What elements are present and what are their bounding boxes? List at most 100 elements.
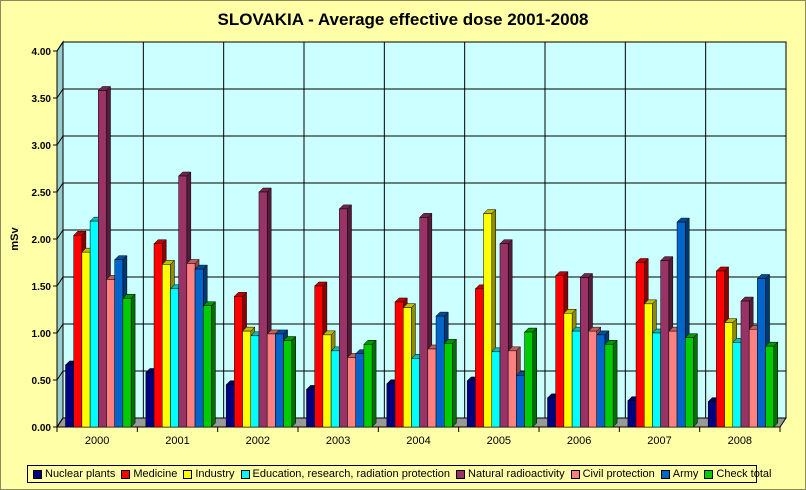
- bar: [266, 333, 276, 428]
- bar: [170, 288, 179, 428]
- bar: [491, 351, 501, 428]
- bar: [411, 358, 420, 428]
- bar: [81, 251, 91, 428]
- y-axis-label: mSv: [9, 227, 21, 251]
- bar: [98, 90, 107, 428]
- bar: [153, 243, 163, 428]
- legend-label: Education, research, radiation protectio…: [252, 468, 451, 480]
- x-tick-label: 2000: [85, 435, 109, 447]
- bar-side: [773, 341, 779, 428]
- bar: [571, 330, 581, 428]
- bar: [652, 332, 661, 428]
- legend-swatch: [121, 469, 131, 479]
- chart-legend: Nuclear plants Medicine Industry Education,…: [27, 465, 771, 483]
- bar: [435, 315, 445, 428]
- bar: [547, 397, 556, 428]
- bar: [225, 384, 235, 428]
- legend-item: Army: [660, 468, 698, 480]
- bar: [250, 335, 260, 428]
- bar: [660, 260, 670, 428]
- bar: [394, 301, 404, 428]
- bar: [724, 322, 734, 428]
- x-tick-label: 2003: [326, 435, 350, 447]
- legend-swatch: [570, 469, 580, 479]
- bar: [122, 297, 132, 428]
- legend-item: Medicine: [121, 468, 177, 480]
- legend-item: Industry: [183, 468, 235, 480]
- bar: [588, 330, 597, 428]
- bar: [427, 348, 437, 428]
- y-gridline-side: [56, 135, 64, 146]
- legend-swatch: [456, 469, 466, 479]
- bar: [748, 328, 758, 428]
- bar: [524, 331, 534, 428]
- bar: [668, 330, 678, 428]
- y-gridline-side: [56, 417, 64, 428]
- bar: [106, 279, 115, 428]
- bar-side: [211, 301, 216, 428]
- bar: [339, 208, 348, 428]
- bar-side: [693, 333, 698, 428]
- legend-item: Nuclear plants: [33, 468, 115, 480]
- bar: [466, 380, 476, 428]
- y-tick-label: 1.50: [32, 282, 52, 293]
- bar: [580, 277, 589, 428]
- bar: [563, 313, 573, 428]
- legend-label: Civil protection: [582, 468, 655, 480]
- legend-swatch: [183, 469, 193, 479]
- bar: [643, 303, 653, 428]
- bar-side: [452, 338, 457, 428]
- bar: [483, 213, 493, 428]
- bar: [355, 353, 365, 428]
- legend-label: Natural radioactivity: [468, 468, 565, 480]
- legend-item: Civil protection: [570, 468, 655, 480]
- bar: [322, 334, 332, 428]
- bar-side: [612, 339, 618, 428]
- bar: [73, 234, 83, 428]
- bar: [314, 285, 324, 428]
- bar: [499, 243, 509, 428]
- bar-side: [291, 335, 297, 428]
- y-gridline-side: [56, 276, 64, 287]
- bar: [145, 372, 155, 428]
- x-tick-label: 2006: [567, 435, 591, 447]
- bar: [330, 350, 340, 428]
- y-gridline-side: [56, 41, 64, 52]
- chart-title: SLOVAKIA - Average effective dose 2001-2…: [217, 10, 589, 29]
- bar: [676, 221, 686, 428]
- y-gridline-side: [56, 88, 64, 99]
- y-tick-label: 3.50: [32, 94, 52, 105]
- bar: [604, 344, 614, 428]
- bar: [684, 337, 694, 428]
- legend-item: Natural radioactivity: [456, 468, 565, 480]
- bar: [757, 278, 766, 428]
- bar: [402, 307, 412, 428]
- bar: [419, 217, 429, 428]
- bar: [275, 333, 284, 428]
- bar: [627, 400, 637, 428]
- legend-item: Check total: [704, 468, 771, 480]
- y-tick-label: 2.50: [32, 188, 52, 199]
- bar-side: [371, 339, 377, 428]
- bar: [732, 342, 742, 428]
- bar: [258, 191, 268, 428]
- bar: [194, 268, 204, 428]
- bar: [306, 389, 315, 428]
- y-gridline-side: [56, 182, 64, 193]
- bar: [65, 364, 74, 428]
- legend-swatch: [240, 469, 250, 479]
- bar: [178, 175, 188, 428]
- x-tick-label: 2008: [728, 435, 752, 447]
- bar: [89, 220, 99, 428]
- y-tick-label: 4.00: [32, 47, 52, 58]
- y-tick-label: 1.00: [32, 329, 52, 340]
- legend-label: Nuclear plants: [45, 468, 116, 480]
- y-gridline-side: [56, 229, 64, 240]
- bar: [475, 288, 484, 428]
- bar: [596, 334, 606, 428]
- bar: [765, 345, 775, 428]
- bar: [386, 383, 396, 428]
- bar: [363, 344, 373, 428]
- bar: [740, 300, 750, 428]
- bar: [555, 275, 565, 428]
